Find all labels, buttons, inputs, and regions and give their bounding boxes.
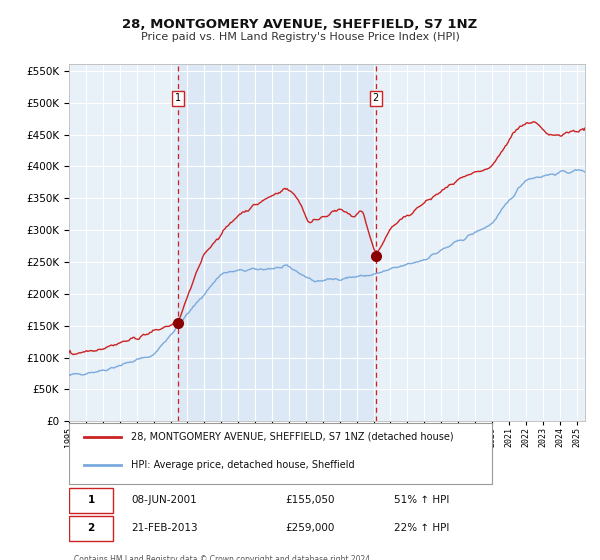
Text: 1: 1 <box>88 496 95 505</box>
Text: HPI: Average price, detached house, Sheffield: HPI: Average price, detached house, Shef… <box>131 460 355 470</box>
Bar <box>178 64 376 421</box>
Text: 28, MONTGOMERY AVENUE, SHEFFIELD, S7 1NZ: 28, MONTGOMERY AVENUE, SHEFFIELD, S7 1NZ <box>122 18 478 31</box>
Text: 21-FEB-2013: 21-FEB-2013 <box>131 524 197 534</box>
Text: 51% ↑ HPI: 51% ↑ HPI <box>394 496 449 505</box>
Text: 2: 2 <box>88 524 95 534</box>
Text: 28, MONTGOMERY AVENUE, SHEFFIELD, S7 1NZ (detached house): 28, MONTGOMERY AVENUE, SHEFFIELD, S7 1NZ… <box>131 432 454 442</box>
Text: £259,000: £259,000 <box>286 524 335 534</box>
Text: Contains HM Land Registry data © Crown copyright and database right 2024.
This d: Contains HM Land Registry data © Crown c… <box>74 555 373 560</box>
Text: 08-JUN-2001: 08-JUN-2001 <box>131 496 197 505</box>
Text: 1: 1 <box>175 94 181 103</box>
FancyBboxPatch shape <box>69 423 492 484</box>
Text: Price paid vs. HM Land Registry's House Price Index (HPI): Price paid vs. HM Land Registry's House … <box>140 32 460 42</box>
Text: £155,050: £155,050 <box>286 496 335 505</box>
FancyBboxPatch shape <box>69 516 113 541</box>
FancyBboxPatch shape <box>69 488 113 513</box>
Text: 22% ↑ HPI: 22% ↑ HPI <box>394 524 449 534</box>
Text: 2: 2 <box>373 94 379 103</box>
